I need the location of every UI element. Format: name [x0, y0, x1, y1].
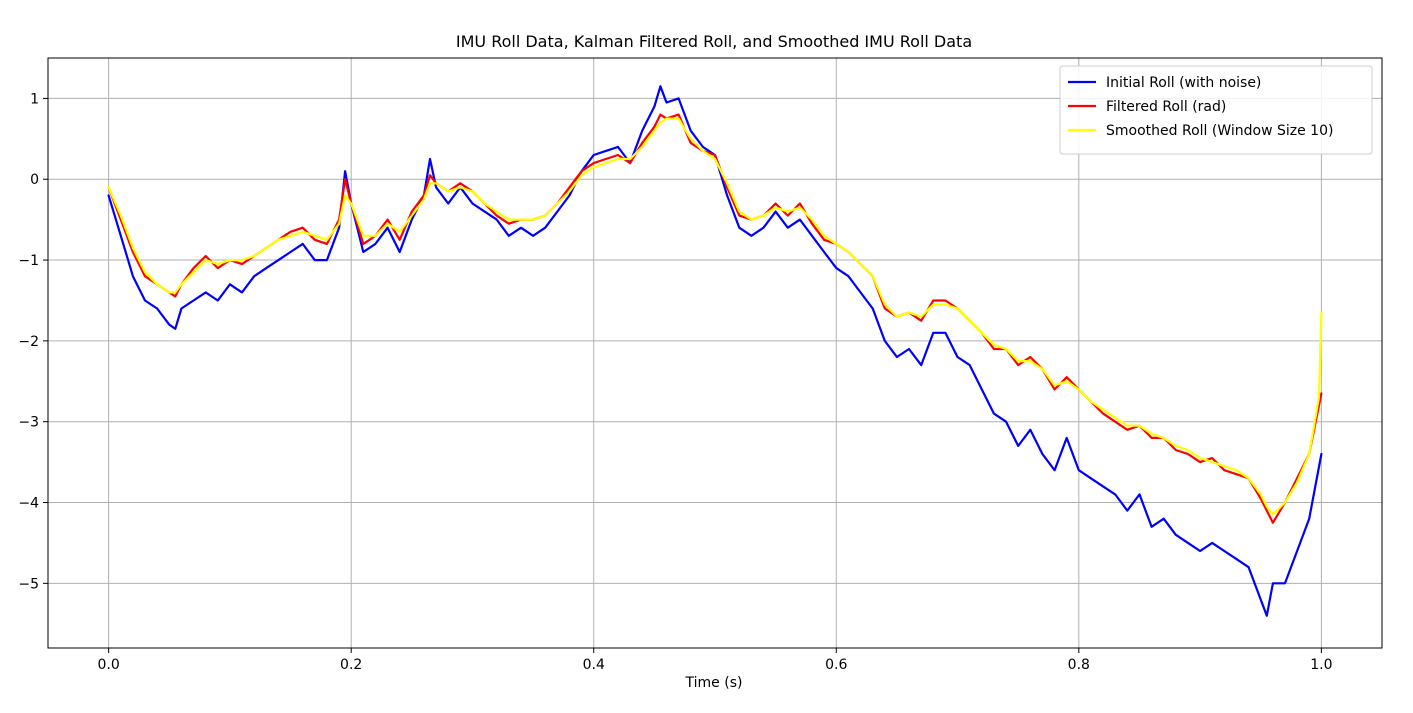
legend-label-1: Initial Roll (with noise) — [1106, 75, 1261, 91]
y-tick-label: 0 — [30, 172, 39, 188]
axis-ticks: 0.0 0.2 0.4 0.6 0.8 1.0 1 0 −1 −2 −3 −4 −5 — [18, 91, 1332, 673]
y-tick-label: 1 — [30, 91, 39, 107]
x-tick-label: 0.6 — [825, 657, 847, 673]
series-line-3 — [107, 117, 1323, 516]
x-tick-label: 1.0 — [1310, 657, 1332, 673]
chart-title: IMU Roll Data, Kalman Filtered Roll, and… — [456, 32, 972, 51]
x-tick-label: 0.2 — [340, 657, 362, 673]
series-lines — [107, 85, 1323, 617]
y-tick-label: −1 — [18, 253, 39, 269]
legend-label-2: Filtered Roll (rad) — [1106, 99, 1226, 115]
x-axis-label: Time (s) — [685, 675, 743, 691]
x-tick-label: 0.8 — [1068, 657, 1090, 673]
legend: Initial Roll (with noise) Filtered Roll (… — [1059, 65, 1373, 155]
y-tick-label: −4 — [18, 496, 39, 512]
x-tick-label: 0.4 — [583, 657, 605, 673]
y-tick-label: −2 — [18, 334, 39, 350]
legend-label-3: Smoothed Roll (Window Size 10) — [1106, 123, 1333, 139]
y-tick-label: −3 — [18, 415, 39, 431]
y-tick-label: −5 — [18, 576, 39, 592]
series-line-1 — [107, 85, 1323, 617]
x-tick-label: 0.0 — [98, 657, 120, 673]
plot-area-frame — [47, 57, 1383, 649]
legend-box — [1059, 65, 1373, 155]
